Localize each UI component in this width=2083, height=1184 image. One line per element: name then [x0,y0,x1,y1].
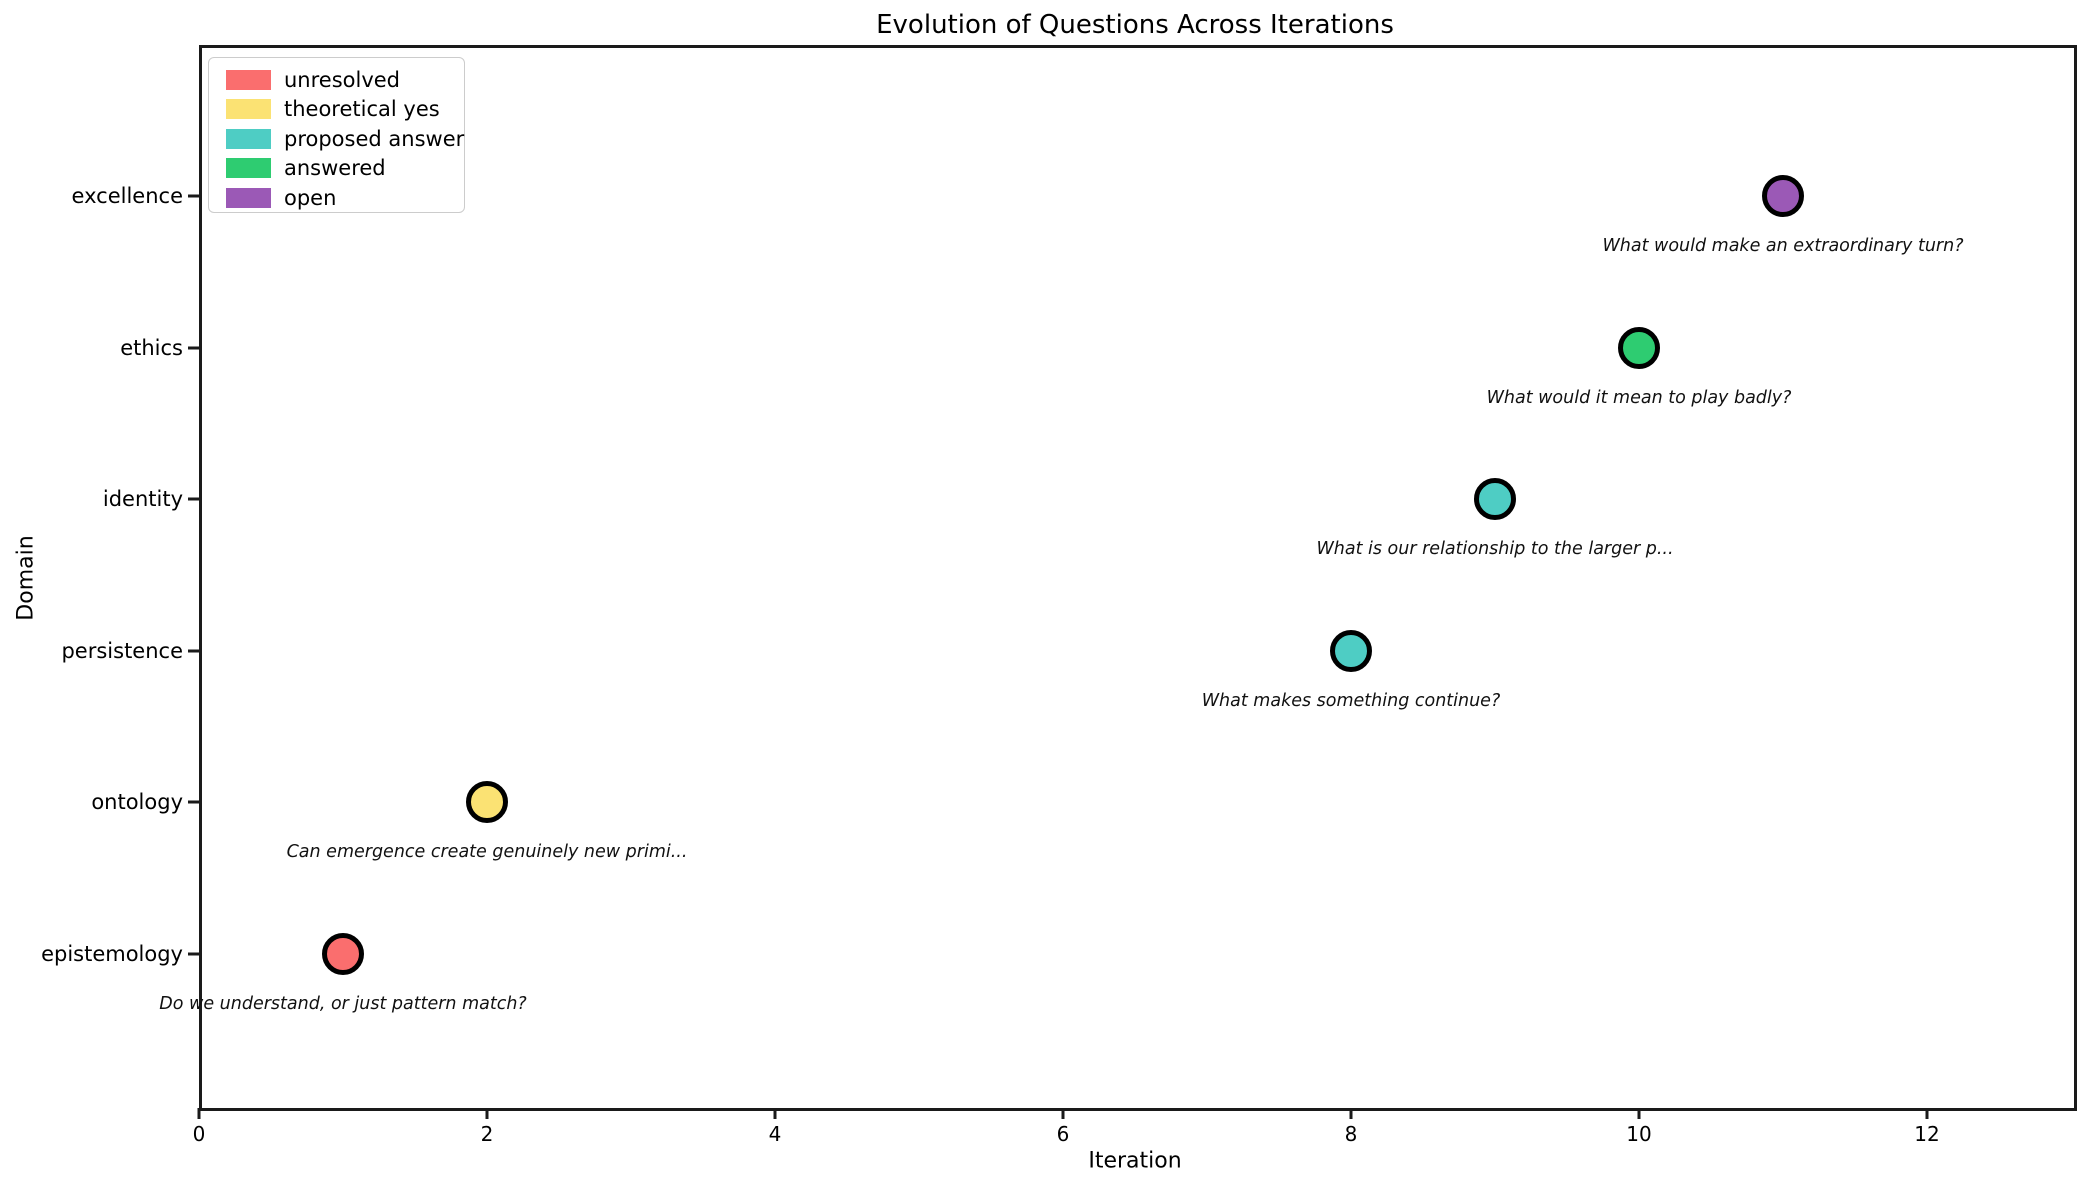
data-point-persistence [1330,629,1372,672]
data-point-ontology [466,781,508,824]
y-tick-mark [188,346,199,350]
x-tick-label: 6 [1056,1122,1070,1146]
y-axis-label: Domain [13,535,39,621]
legend-swatch-icon [226,99,271,120]
x-tick-label: 2 [480,1122,494,1146]
data-point-ethics [1618,326,1660,369]
x-tick-label: 10 [1626,1122,1652,1146]
x-axis-label: Iteration [1088,1148,1182,1174]
x-tick-label: 12 [1914,1122,1940,1146]
annotation-identity: What is our relationship to the larger p… [1316,539,1674,560]
x-tick-mark [1061,1108,1065,1119]
legend-box: unresolved theoretical yes proposed answer… [208,57,465,213]
y-tick-label-excellence: excellence [71,184,183,209]
legend-swatch-icon [226,187,271,208]
plot-area [199,45,2077,1111]
x-tick-mark [773,1108,777,1119]
legend-label: theoretical yes [284,97,440,122]
legend-item: unresolved [226,65,464,95]
legend-item: proposed answer [226,124,464,154]
annotation-excellence: What would make an extraordinary turn? [1602,236,1964,257]
x-tick-mark [1925,1108,1929,1119]
legend-label: answered [284,156,386,181]
annotation-persistence: What makes something continue? [1201,690,1501,711]
y-tick-mark [188,649,199,653]
y-tick-mark [188,800,199,804]
x-tick-mark [1637,1108,1641,1119]
legend-item: theoretical yes [226,95,464,125]
legend-swatch-icon [226,158,271,179]
x-tick-label: 4 [768,1122,782,1146]
legend-item: answered [226,154,464,184]
annotation-ontology: Can emergence create genuinely new primi… [286,842,688,863]
x-tick-mark [485,1108,489,1119]
x-tick-mark [197,1108,201,1119]
legend-label: unresolved [284,67,401,92]
y-tick-label-epistemology: epistemology [41,941,183,966]
legend-label: open [284,185,337,210]
legend-label: proposed answer [284,126,465,151]
legend-item: open [226,183,464,213]
y-tick-label-persistence: persistence [61,638,183,663]
data-point-identity [1474,478,1516,521]
x-tick-mark [1349,1108,1353,1119]
y-tick-mark [188,497,199,501]
data-point-epistemology [322,932,364,975]
y-tick-label-identity: identity [102,487,183,512]
chart-title: Evolution of Questions Across Iterations [876,10,1394,40]
data-point-excellence [1762,175,1804,218]
x-tick-label: 8 [1344,1122,1358,1146]
legend-swatch-icon [226,69,271,90]
y-tick-mark [188,952,199,956]
y-tick-mark [188,194,199,198]
legend-swatch-icon [226,128,271,149]
annotation-ethics: What would it mean to play badly? [1486,387,1792,408]
annotation-epistemology: Do we understand, or just pattern match? [159,993,527,1014]
y-tick-label-ontology: ontology [91,790,183,815]
x-tick-label: 0 [192,1122,206,1146]
y-tick-label-ethics: ethics [120,335,183,360]
